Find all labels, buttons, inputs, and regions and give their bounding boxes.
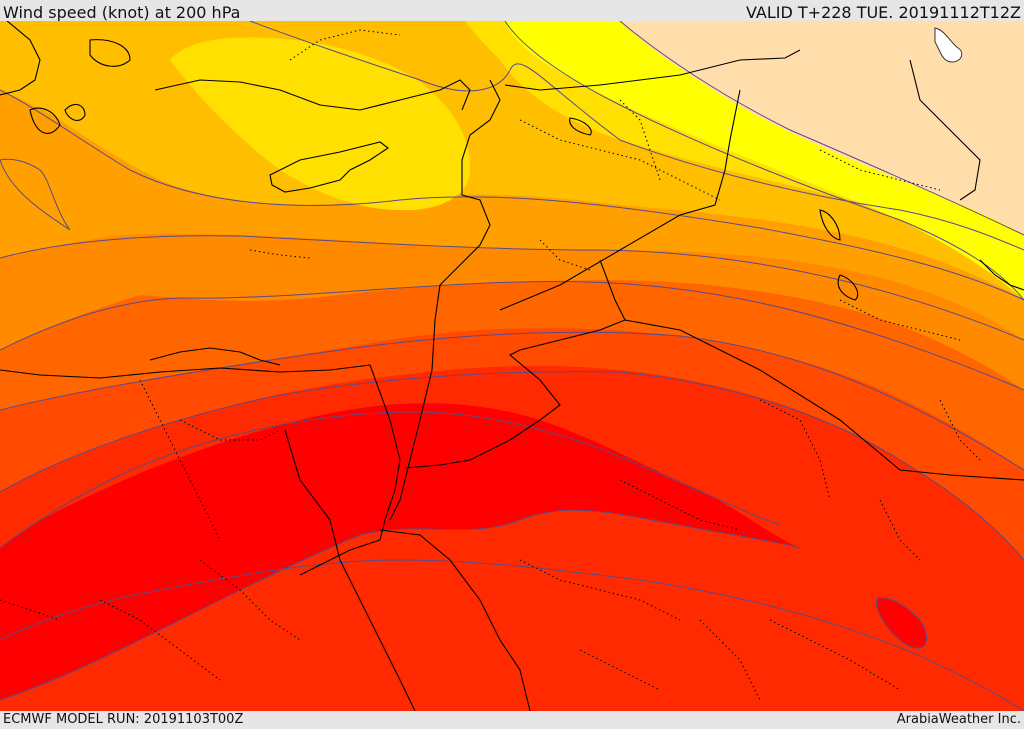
valid-time: VALID T+228 TUE. 20191112T12Z [745, 3, 1021, 22]
wind-core-blob [875, 597, 927, 649]
map-canvas [0, 21, 1024, 711]
model-run-label: ECMWF MODEL RUN: 20191103T00Z [3, 712, 244, 727]
credit-label: ArabiaWeather Inc. [896, 712, 1021, 727]
band-lightest [620, 21, 1024, 235]
map-title: Wind speed (knot) at 200 hPa [3, 3, 241, 22]
country-borders [0, 21, 1024, 711]
province-borders [0, 29, 981, 701]
lake-shape [934, 27, 963, 63]
title-bar: Wind speed (knot) at 200 hPa VALID T+228… [0, 0, 1024, 22]
wind-speed-map [0, 21, 1024, 711]
footer-bar: ECMWF MODEL RUN: 20191103T00Z ArabiaWeat… [0, 711, 1024, 729]
contour-lines [0, 21, 1024, 711]
